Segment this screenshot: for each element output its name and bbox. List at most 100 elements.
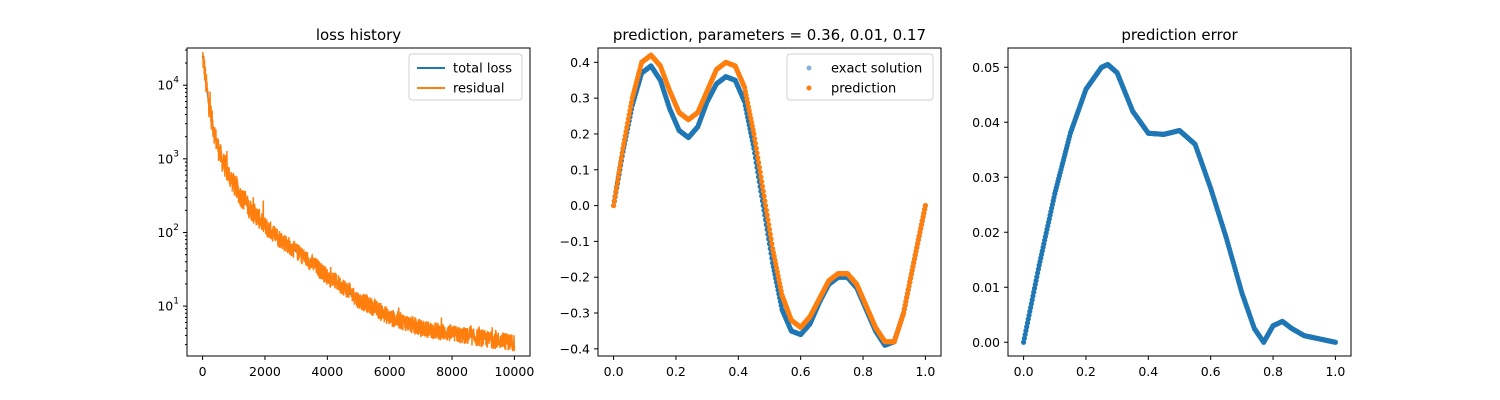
x-tick-label: 0.2 — [1076, 364, 1096, 379]
data-point — [1026, 312, 1032, 318]
data-point — [1022, 331, 1028, 338]
data-point — [904, 294, 910, 301]
data-point — [1024, 320, 1031, 326]
y-tick-label: 0.03 — [972, 170, 1000, 185]
y-tick-label: −0.3 — [560, 306, 590, 321]
data-point — [747, 111, 753, 118]
data-point — [1028, 305, 1034, 311]
data-point — [1029, 297, 1035, 303]
data-point — [614, 183, 620, 190]
data-point — [745, 104, 752, 110]
y-tick-label: 0.2 — [570, 126, 590, 141]
data-point — [1021, 335, 1027, 341]
data-point — [906, 283, 912, 289]
legend-box — [786, 53, 934, 101]
data-point — [772, 257, 778, 263]
data-point — [1028, 301, 1034, 307]
y-tick-label: 0.05 — [972, 60, 1000, 75]
data-point — [773, 265, 780, 271]
data-point — [908, 275, 914, 281]
x-tick-label: 6000 — [374, 364, 406, 379]
data-point — [619, 150, 625, 156]
data-point — [766, 222, 772, 228]
x-tick-label: 4000 — [311, 364, 343, 379]
data-point — [777, 280, 783, 287]
data-point — [744, 96, 750, 102]
data-point — [773, 261, 779, 267]
x-tick-label: 0.0 — [1014, 364, 1034, 379]
chart-panel-1: prediction, parameters = 0.36, 0.01, 0.1… — [560, 26, 942, 379]
data-point — [903, 298, 909, 304]
data-point — [907, 279, 913, 285]
data-point — [625, 116, 632, 122]
plot-area — [1020, 61, 1339, 345]
y-tick-exponent: 3 — [173, 149, 179, 159]
data-point — [1030, 293, 1036, 299]
data-point — [618, 160, 624, 166]
y-tick-label: 103 — [157, 149, 179, 166]
x-tick-label: 1.0 — [915, 364, 935, 379]
chart-title: prediction error — [1121, 26, 1238, 44]
data-point — [774, 269, 780, 275]
x-tick-label: 0.8 — [853, 364, 873, 379]
y-tick-base: 10 — [157, 225, 173, 240]
data-point — [1033, 278, 1039, 284]
data-point — [756, 164, 762, 170]
x-tick-label: 0.0 — [604, 364, 624, 379]
y-tick-label: 0.04 — [972, 115, 1000, 130]
legend-label: residual — [453, 82, 505, 97]
axes-frame — [186, 47, 531, 357]
data-point — [905, 287, 911, 293]
data-point — [614, 179, 621, 185]
data-point — [909, 267, 915, 273]
y-tick-label: −0.1 — [560, 234, 590, 249]
data-point — [778, 302, 784, 309]
data-point — [617, 164, 623, 170]
x-tick-label: 2000 — [249, 364, 281, 379]
legend-label: prediction — [831, 82, 896, 97]
data-point — [759, 179, 765, 185]
data-point — [741, 84, 748, 90]
data-point — [901, 306, 907, 312]
y-tick-exponent: 1 — [173, 297, 179, 307]
x-tick-label: 0.6 — [791, 364, 811, 379]
data-point — [621, 137, 628, 143]
x-tick-label: 0 — [199, 364, 207, 379]
data-point — [1034, 274, 1040, 280]
series-points-1 — [610, 52, 929, 345]
x-tick-label: 0.2 — [666, 364, 686, 379]
series-line-1 — [201, 51, 516, 352]
data-point — [751, 131, 757, 137]
data-point — [753, 145, 759, 151]
series-points-0 — [610, 63, 929, 348]
y-tick-label: −0.4 — [560, 341, 590, 356]
data-point — [765, 217, 771, 223]
legend: exact solution prediction — [786, 53, 934, 101]
y-tick-label: 0.3 — [570, 91, 590, 106]
data-point — [760, 188, 766, 194]
y-tick-base: 10 — [157, 299, 173, 314]
data-point — [1035, 270, 1041, 276]
y-tick-label: 0.01 — [972, 280, 1000, 295]
data-point — [622, 133, 628, 139]
data-point — [752, 140, 759, 147]
y-tick-base: 10 — [157, 151, 173, 166]
data-point — [902, 302, 908, 308]
x-tick-label: 8000 — [436, 364, 468, 379]
x-tick-label: 1.0 — [1325, 364, 1345, 379]
data-point — [758, 174, 764, 180]
data-point — [628, 99, 635, 105]
legend-swatch — [806, 65, 812, 71]
data-point — [746, 108, 752, 114]
data-point — [762, 198, 768, 204]
y-tick-exponent: 4 — [173, 76, 179, 86]
data-point — [1024, 324, 1030, 330]
y-tick-exponent: 2 — [173, 223, 179, 233]
data-point — [904, 291, 911, 297]
data-point — [752, 136, 758, 142]
data-point — [908, 271, 914, 277]
data-point — [770, 249, 777, 256]
x-tick-label: 10000 — [495, 364, 535, 379]
x-tick-label: 0.8 — [1263, 364, 1283, 379]
